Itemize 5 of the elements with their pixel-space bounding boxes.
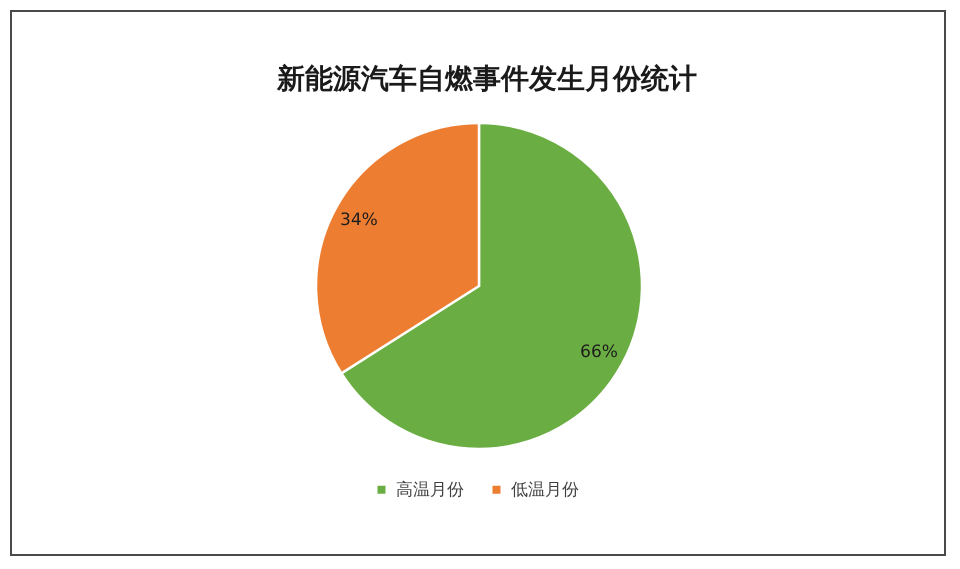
data-label: 66% [580, 342, 618, 362]
legend-label: 高温月份 [396, 480, 464, 500]
data-label: 34% [340, 210, 378, 230]
legend-label: 低温月份 [511, 480, 579, 500]
chart-title: 新能源汽车自燃事件发生月份统计 [276, 62, 697, 95]
